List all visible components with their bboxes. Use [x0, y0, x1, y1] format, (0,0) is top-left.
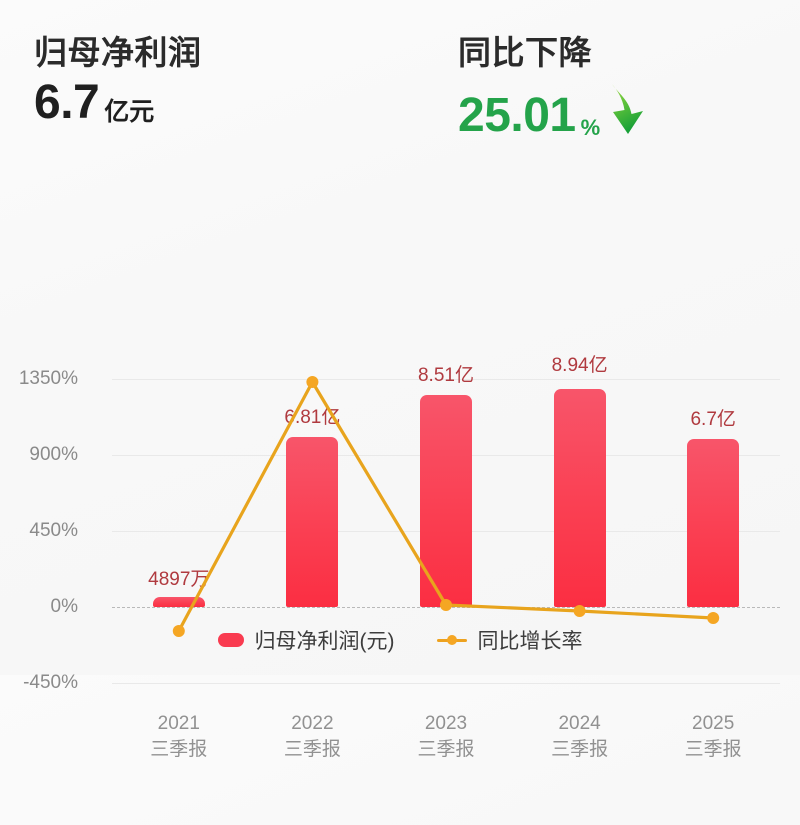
bar-2025[interactable] [687, 439, 740, 607]
bar-value-label: 8.51亿 [417, 365, 474, 386]
net-profit-stat: 归母净利润 6.7 亿元 [0, 34, 400, 150]
net-profit-unit: 亿元 [104, 97, 155, 126]
yoy-change-title: 同比下降 [458, 34, 592, 71]
y-axis-tick: 1350% [18, 368, 78, 389]
legend-item-net-profit[interactable]: 归母净利润(元) [217, 625, 395, 655]
bar-2021[interactable] [152, 597, 205, 607]
x-axis-tick-period: 三季报 [283, 738, 341, 760]
bar-value-label: 8.94亿 [551, 355, 608, 376]
bar-2023[interactable] [419, 395, 472, 607]
x-axis-tick-2022: 2022 三季报 [284, 711, 341, 762]
summary-header: 归母净利润 6.7 亿元 同比下降 25.01 % [0, 0, 800, 150]
yoy-change-stat: 同比下降 25.01 % [400, 34, 800, 150]
x-axis-tick-period: 三季报 [684, 738, 742, 760]
y-axis-tick: 450% [29, 520, 78, 541]
bar-2022[interactable] [286, 437, 339, 607]
x-axis-tick-period: 三季报 [417, 738, 475, 760]
x-axis-tick-2023: 2023 三季报 [417, 711, 474, 762]
x-axis-tick-2021: 2021 三季报 [150, 711, 207, 762]
legend-label: 归母净利润(元) [254, 630, 395, 653]
x-axis-tick-2024: 2024 三季报 [551, 711, 608, 762]
x-axis-tick-2025: 2025 三季报 [685, 711, 742, 762]
arrow-down-icon [606, 81, 652, 142]
x-axis-tick-period: 三季报 [150, 738, 208, 760]
bar-2024[interactable] [553, 389, 606, 607]
line-swatch-icon [436, 633, 467, 647]
x-axis-tick-year: 2025 [692, 713, 735, 734]
profit-chart: 1350% 900% 450% 0% -450% 4897万 6.81亿 8.5… [0, 150, 800, 760]
bar-swatch-icon [217, 633, 244, 647]
x-axis-tick-year: 2021 [157, 713, 200, 734]
y-axis-tick: -450% [23, 672, 78, 693]
x-axis-tick-year: 2023 [424, 713, 468, 734]
legend-item-growth-rate[interactable]: 同比增长率 [436, 625, 583, 655]
x-axis-tick-period: 三季报 [551, 738, 609, 760]
bar-value-label: 6.81亿 [284, 407, 341, 428]
yoy-change-value-row: 25.01 % [458, 79, 800, 140]
net-profit-title: 归母净利润 [34, 34, 202, 71]
bar-value-label: 6.7亿 [690, 409, 736, 430]
net-profit-value-row: 6.7 亿元 [34, 75, 400, 129]
gridline [112, 379, 780, 380]
y-axis-tick: 900% [29, 444, 78, 465]
legend-label: 同比增长率 [477, 630, 583, 653]
y-axis-tick: 0% [50, 596, 78, 617]
bar-value-label: 4897万 [148, 569, 210, 590]
chart-legend: 归母净利润(元) 同比增长率 [0, 625, 800, 655]
x-axis-tick-year: 2022 [291, 713, 334, 734]
x-axis-tick-year: 2024 [558, 713, 601, 734]
net-profit-value: 6.7 [34, 75, 100, 129]
yoy-change-value: 25.01 [458, 88, 576, 142]
yoy-change-unit: % [580, 114, 601, 140]
